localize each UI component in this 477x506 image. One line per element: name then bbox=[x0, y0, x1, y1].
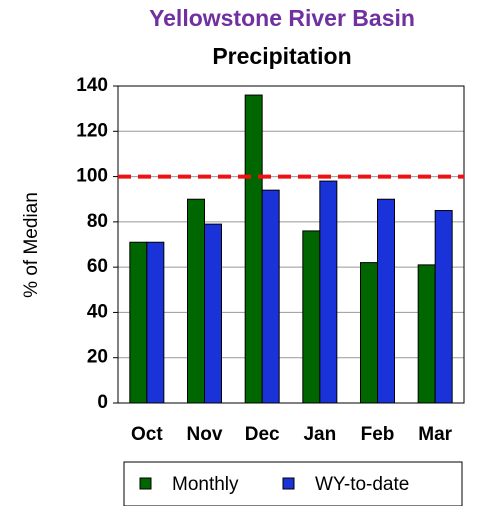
x-tick-label: Jan bbox=[303, 424, 336, 445]
y-tick-label: 120 bbox=[76, 120, 108, 141]
bar bbox=[261, 189, 280, 404]
y-tick-label: 40 bbox=[87, 301, 108, 322]
legend-swatch bbox=[139, 477, 152, 490]
y-tick-label: 80 bbox=[87, 211, 108, 232]
bar bbox=[377, 198, 395, 404]
y-tick-label: 20 bbox=[87, 347, 108, 368]
chart-title: Yellowstone River Basin bbox=[149, 5, 415, 31]
bar bbox=[204, 223, 222, 404]
bar bbox=[244, 94, 263, 404]
bar bbox=[417, 264, 436, 404]
chart-subtitle: Precipitation bbox=[212, 43, 351, 69]
legend-label: WY-to-date bbox=[315, 474, 409, 495]
y-tick-label: 100 bbox=[76, 166, 108, 187]
bar bbox=[434, 210, 453, 404]
x-tick-label: Oct bbox=[131, 424, 163, 445]
y-tick-label: 0 bbox=[97, 392, 108, 413]
x-tick-label: Dec bbox=[245, 424, 280, 445]
plot-frame bbox=[117, 85, 465, 404]
bar bbox=[319, 180, 338, 404]
legend-swatch bbox=[282, 477, 295, 490]
bar bbox=[302, 230, 321, 404]
bar bbox=[146, 241, 165, 404]
bar bbox=[129, 241, 148, 404]
x-tick-label: Feb bbox=[361, 424, 395, 445]
x-tick-label: Mar bbox=[418, 424, 452, 445]
y-axis-label: % of Median bbox=[21, 192, 42, 298]
bar bbox=[187, 198, 205, 404]
bar bbox=[360, 262, 378, 404]
y-tick-label: 60 bbox=[87, 256, 108, 277]
x-tick-label: Nov bbox=[187, 424, 223, 445]
y-tick-label: 140 bbox=[76, 75, 108, 96]
legend-label: Monthly bbox=[172, 474, 239, 495]
